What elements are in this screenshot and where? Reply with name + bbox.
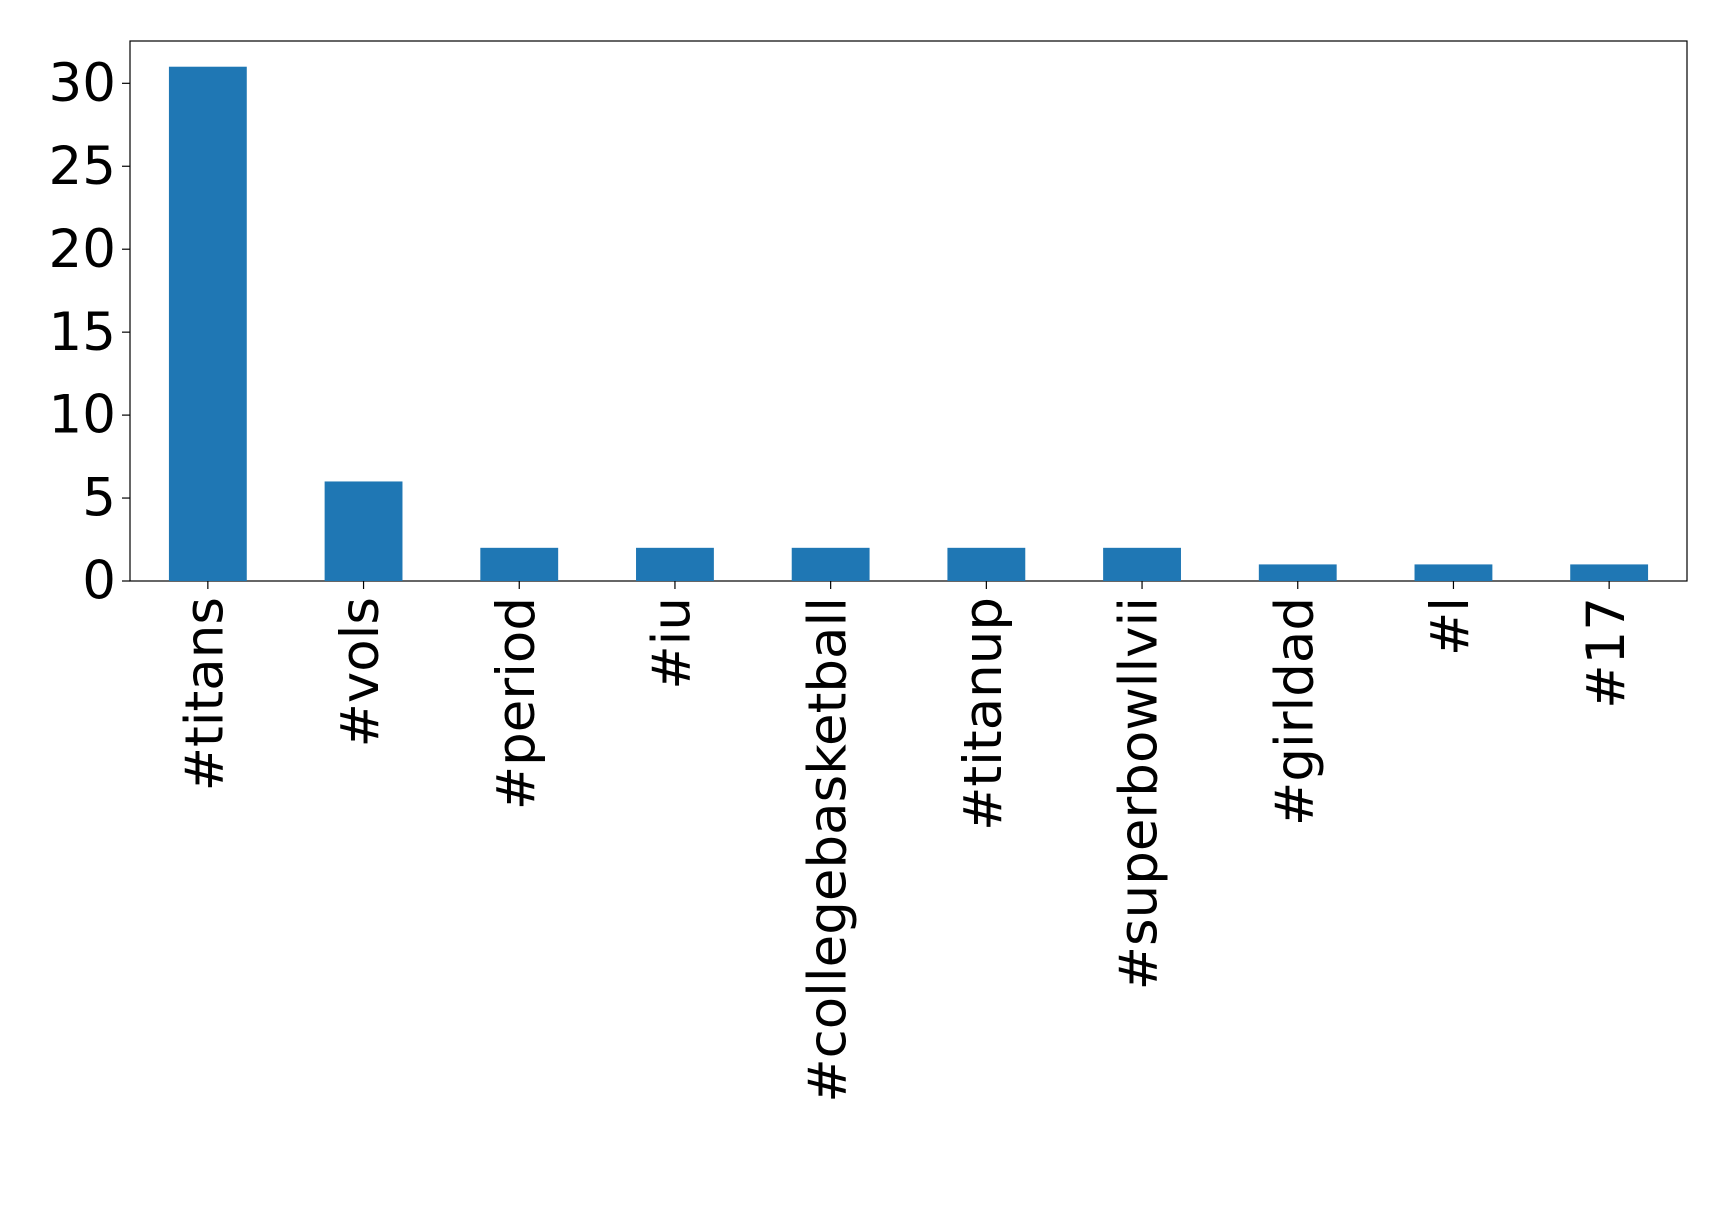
- x-tick-label: #vols: [330, 597, 391, 748]
- bar: [1414, 564, 1493, 581]
- y-tick-label: 0: [82, 551, 116, 612]
- bar: [1570, 564, 1649, 581]
- x-tick-label: #iu: [642, 597, 703, 690]
- x-tick-label: #period: [486, 597, 547, 810]
- x-tick-label: #titans: [174, 597, 235, 791]
- bar: [636, 547, 714, 581]
- y-tick-label: 10: [49, 385, 116, 446]
- x-tick-label: #17: [1576, 597, 1637, 709]
- y-tick-label: 15: [49, 302, 116, 363]
- y-tick-label: 5: [82, 468, 116, 529]
- y-tick-label: 30: [49, 53, 116, 114]
- x-tick-label: #titanup: [953, 597, 1014, 831]
- y-tick-label: 20: [49, 219, 116, 280]
- bar: [1258, 564, 1337, 581]
- bar: [947, 547, 1026, 581]
- axes-frame: [129, 40, 1688, 582]
- bar: [324, 481, 403, 581]
- bar: [1103, 547, 1181, 581]
- x-tick-label: #superbowllvii: [1109, 597, 1170, 990]
- bar: [480, 547, 559, 581]
- bar: [168, 66, 247, 581]
- x-tick-label: #l: [1420, 597, 1481, 656]
- bar: [791, 547, 870, 581]
- y-tick-label: 25: [49, 136, 116, 197]
- x-tick-label: #collegebasketball: [797, 597, 858, 1103]
- x-tick-label: #girldad: [1264, 597, 1325, 826]
